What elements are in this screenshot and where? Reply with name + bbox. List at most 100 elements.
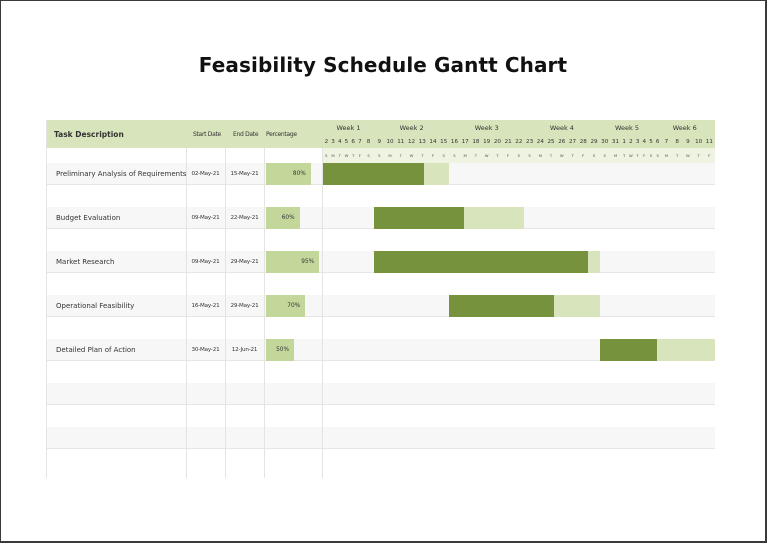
day-number: 15 (440, 138, 448, 145)
empty-row (46, 383, 715, 405)
day-letter: T (676, 153, 679, 158)
header-end-date: End Date (233, 130, 259, 138)
grid-line (264, 148, 265, 478)
grid-line (186, 148, 187, 478)
header-percentage: Percentage (266, 130, 297, 138)
day-number: 12 (407, 138, 416, 145)
day-letter: S (656, 153, 659, 158)
day-number: 24 (536, 138, 544, 145)
day-letter: T (474, 153, 478, 158)
day-number: 19 (483, 138, 491, 145)
empty-row (46, 427, 715, 449)
day-number: 20 (493, 138, 501, 145)
day-letter: T (636, 153, 639, 158)
gantt-bar-remaining (464, 207, 525, 229)
day-number: 2 (324, 138, 329, 145)
week-label: Week 3 (474, 123, 499, 132)
timeline-header (323, 120, 715, 148)
day-letter: W (409, 153, 414, 158)
empty-row (46, 405, 715, 427)
empty-row (46, 317, 715, 339)
page-title: Feasibility Schedule Gantt Chart (198, 53, 568, 77)
task-name: Operational Feasibility (56, 302, 135, 310)
task-row: Budget Evaluation 09-May-21 22-May-21 60% (46, 207, 715, 229)
week-label: Week 4 (549, 123, 574, 132)
end-date: 29-May-21 (230, 259, 259, 265)
day-letter: F (643, 153, 646, 158)
day-number: 31 (611, 138, 620, 145)
grid-line (46, 120, 47, 478)
gantt-bar-completed (599, 339, 658, 361)
day-number: 30 (601, 138, 609, 145)
percentage-bar: 50% (266, 339, 294, 361)
day-letter: T (549, 153, 553, 158)
day-letter: M (388, 153, 392, 158)
week-label: Week 2 (399, 123, 424, 132)
start-date: 02-May-21 (191, 171, 220, 177)
day-number: 8 (366, 138, 371, 145)
day-letter: T (697, 153, 700, 158)
day-number: 10 (386, 138, 394, 145)
day-number: 22 (515, 138, 523, 145)
day-letter: T (338, 153, 341, 158)
day-number: 2 (629, 138, 633, 145)
day-letter: M (664, 153, 669, 158)
start-date: 09-May-21 (191, 215, 220, 221)
empty-row (46, 273, 715, 295)
day-letter: W (629, 153, 633, 158)
week-row: Week 1 Week 2 Week 3 Week 4 Week 5 Week 6 (323, 120, 715, 135)
day-letter: S (603, 153, 606, 158)
day-letter: T (571, 153, 574, 158)
day-letter: S (378, 153, 381, 158)
day-number: 5 (344, 138, 349, 145)
day-letter: W (344, 153, 349, 158)
percentage-bar: 80% (266, 163, 311, 185)
end-date: 29-May-21 (230, 303, 259, 309)
end-date: 22-May-21 (230, 215, 259, 221)
header-task-description: Task Description (54, 129, 124, 139)
gantt-bar-remaining (423, 163, 450, 185)
task-name: Detailed Plan of Action (56, 346, 136, 354)
grid-line (322, 148, 323, 478)
gantt-bar-remaining (657, 339, 715, 361)
start-date: 16-May-21 (191, 303, 220, 309)
day-number: 23 (526, 138, 534, 145)
day-number: 18 (472, 138, 480, 145)
empty-row (46, 361, 715, 383)
gantt-bar-completed (449, 295, 555, 317)
day-letter: T (623, 153, 626, 158)
start-date: 30-May-21 (191, 347, 220, 353)
grid-line (225, 148, 226, 478)
day-number: 16 (450, 138, 459, 145)
empty-row (46, 449, 715, 471)
percentage-bar: 60% (266, 207, 300, 229)
day-letter: M (463, 153, 467, 158)
day-number: 4 (337, 138, 342, 145)
task-row: Preliminary Analysis of Requirements 02-M… (46, 163, 715, 185)
day-number: 21 (504, 138, 512, 145)
percentage-bar: 70% (266, 295, 306, 317)
day-number: 1 (622, 138, 626, 145)
day-letter: S (442, 153, 445, 158)
table-header (46, 120, 323, 148)
day-number: 6 (351, 138, 355, 145)
gantt-bar-remaining (554, 295, 600, 317)
day-letter: M (613, 153, 618, 158)
day-letter: T (399, 153, 402, 158)
day-letter: M (331, 153, 335, 158)
task-name: Market Research (56, 258, 115, 266)
day-number: 6 (655, 138, 660, 145)
day-letter: S (453, 153, 456, 158)
day-number: 5 (649, 138, 653, 145)
day-number: 11 (397, 138, 405, 145)
day-letter: W (484, 153, 489, 158)
week-label: Week 6 (672, 123, 697, 132)
task-name: Preliminary Analysis of Requirements (56, 170, 187, 178)
end-date: 12-Jun-21 (231, 347, 258, 353)
day-number: 17 (461, 138, 469, 145)
day-number: 28 (579, 138, 587, 145)
day-number: 9 (686, 138, 690, 145)
day-letter: S (517, 153, 521, 158)
